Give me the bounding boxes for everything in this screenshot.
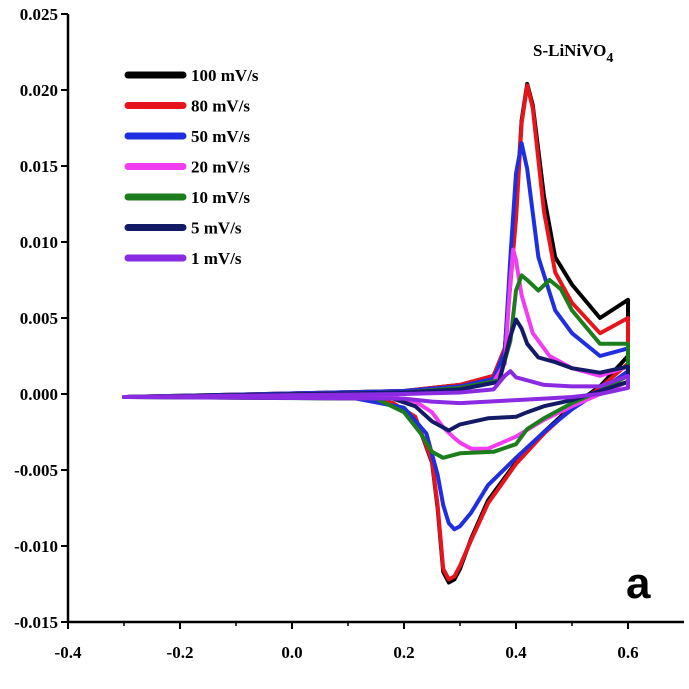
- y-tick-label: 0.025: [20, 5, 58, 24]
- y-tick-label: -0.005: [14, 461, 58, 480]
- y-tick-label: 0.005: [20, 309, 58, 328]
- y-tick-label: 0.010: [20, 233, 58, 252]
- x-tick-label: 0.2: [393, 643, 414, 662]
- sample-label-main: S-LiNiVO: [533, 41, 606, 60]
- legend: 100 mV/s 80 mV/s 50 mV/s 20 mV/s 10 mV/s 5 mV…: [124, 66, 259, 268]
- legend-label: 20 mV/s: [191, 158, 250, 177]
- data-series: [122, 81, 630, 585]
- x-tick-label: -0.4: [55, 643, 82, 662]
- series-line-7: [122, 369, 630, 406]
- sample-label-subscript: 4: [606, 51, 613, 66]
- y-tick-label: -0.010: [14, 537, 58, 556]
- legend-label: 100 mV/s: [191, 66, 259, 85]
- x-tick-label: 0.6: [617, 643, 638, 662]
- x-tick-label: -0.2: [167, 643, 194, 662]
- y-tick-label: -0.015: [14, 613, 58, 632]
- series-line-5: [122, 273, 630, 460]
- panel-label: a: [626, 559, 651, 608]
- x-tick-label: 0.4: [505, 643, 527, 662]
- legend-label: 5 mV/s: [191, 219, 242, 238]
- x-tick-label: 0.0: [281, 643, 302, 662]
- legend-label: 10 mV/s: [191, 188, 250, 207]
- series-line-4: [122, 247, 630, 451]
- y-tick-label: 0.020: [20, 81, 58, 100]
- legend-label: 50 mV/s: [191, 127, 250, 146]
- y-tick-label: 0.015: [20, 157, 58, 176]
- legend-label: 80 mV/s: [191, 97, 250, 116]
- x-axis-ticks: -0.4 -0.2 0.0 0.2 0.4 0.6: [55, 622, 639, 662]
- y-tick-label: 0.000: [20, 385, 58, 404]
- legend-label: 1 mV/s: [191, 249, 242, 268]
- sample-label: S-LiNiVO4: [533, 41, 613, 66]
- y-axis-ticks: -0.015 -0.010 -0.005 0.000 0.005 0.010 0.015 0.…: [14, 5, 68, 632]
